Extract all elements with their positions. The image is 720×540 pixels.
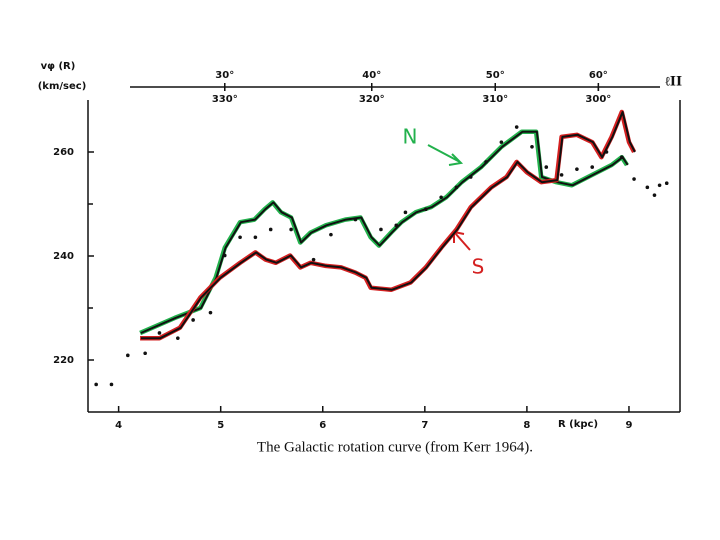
y-label-units: (km/sec)	[38, 81, 87, 92]
y-tick-label: 240	[53, 251, 74, 262]
data-point	[424, 207, 428, 211]
data-point	[126, 353, 130, 358]
arrow-s	[453, 230, 471, 251]
top-tick-label: 60°	[589, 70, 608, 81]
x-tick-label: 9	[625, 420, 632, 431]
caption: The Galactic rotation curve (from Kerr 1…	[257, 439, 533, 455]
data-point	[657, 183, 662, 188]
data-point	[238, 235, 242, 240]
x-tick-label: 6	[319, 420, 326, 431]
top-tick-lower-label: 300°	[585, 94, 611, 105]
x-tick-label: 5	[217, 420, 224, 431]
data-point	[329, 232, 333, 237]
x-label: R (kpc)	[558, 419, 598, 430]
series-line	[140, 111, 636, 340]
top-tick-label: 50°	[486, 70, 505, 81]
data-point	[157, 331, 162, 335]
data-point	[544, 165, 549, 169]
data-point	[499, 140, 504, 144]
data-point	[590, 165, 595, 169]
data-point	[222, 253, 227, 258]
x-tick-label: 7	[421, 420, 428, 431]
data-point	[311, 257, 316, 262]
series-outline	[140, 109, 637, 341]
top-tick-lower-label: 310°	[482, 94, 508, 105]
data-point	[468, 175, 473, 179]
data-point	[403, 210, 408, 215]
data-point	[620, 155, 624, 159]
x-tick-label: 8	[523, 420, 530, 431]
data-point	[454, 185, 459, 190]
data-point	[379, 227, 383, 232]
data-point	[289, 227, 293, 232]
top-tick-label: 40°	[362, 70, 381, 81]
data-point	[439, 195, 443, 200]
data-point	[191, 318, 195, 322]
x-tick-label: 4	[115, 420, 122, 431]
data-point	[530, 145, 534, 149]
data-point	[664, 181, 669, 185]
top-tick-lower-label: 320°	[359, 94, 385, 105]
data-point	[484, 160, 488, 164]
data-point	[176, 336, 180, 340]
data-point	[652, 193, 657, 197]
data-point	[109, 382, 114, 387]
data-point	[645, 185, 650, 190]
data-point	[208, 310, 213, 315]
data-point	[514, 125, 519, 129]
data-point	[94, 382, 98, 387]
data-point	[253, 235, 258, 240]
data-point	[394, 223, 399, 228]
data-point	[632, 177, 636, 181]
top-tick-label: 30°	[215, 70, 234, 81]
annotation-s: S	[472, 255, 485, 279]
data-point	[604, 150, 609, 154]
annotation-n: N	[403, 125, 418, 149]
series-line	[140, 130, 629, 334]
y-tick-label: 220	[53, 355, 74, 366]
top-axis-label: ℓII	[664, 75, 682, 90]
data-point	[575, 167, 579, 171]
data-point	[559, 173, 564, 177]
y-label: vφ (R)	[41, 61, 76, 72]
arrow-n	[427, 144, 464, 166]
top-tick-lower-label: 330°	[212, 94, 238, 105]
data-point	[353, 217, 358, 222]
data-point	[143, 351, 147, 356]
series-outline	[139, 129, 629, 336]
y-tick-label: 260	[53, 147, 74, 158]
data-point	[268, 227, 273, 232]
